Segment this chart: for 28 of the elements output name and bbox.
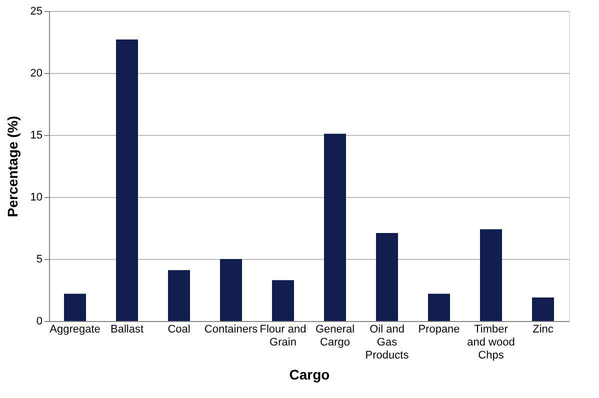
x-tick-label: Containers xyxy=(204,324,258,336)
y-tick-label: 10 xyxy=(30,192,42,204)
x-tick-label: Aggregate xyxy=(50,324,100,336)
bar xyxy=(480,229,502,321)
x-tick-label: Ballast xyxy=(110,324,144,336)
y-tick-label: 25 xyxy=(30,6,42,18)
bar xyxy=(116,40,138,321)
x-tick-label: Flour and Grain xyxy=(260,324,306,348)
y-tick-label: 15 xyxy=(30,130,42,142)
bar xyxy=(168,270,190,321)
bar xyxy=(272,280,294,321)
y-axis-title: Percentage (%) xyxy=(4,116,20,218)
x-tick-label: Zinc xyxy=(532,324,554,336)
bar xyxy=(376,232,398,321)
bar xyxy=(64,294,86,321)
x-tick-label: General Cargo xyxy=(315,324,355,348)
x-axis-title: Cargo xyxy=(289,366,330,382)
bar xyxy=(532,297,554,321)
y-tick-label: 20 xyxy=(30,68,42,80)
y-tick-label: 0 xyxy=(36,316,42,328)
bar xyxy=(220,259,242,321)
bar xyxy=(324,134,346,321)
bar xyxy=(428,294,450,321)
x-tick-label: Timber and wood Chps xyxy=(467,324,515,362)
y-tick-label: 5 xyxy=(36,254,42,266)
x-tick-label: Coal xyxy=(168,324,190,336)
x-tick-label: Propane xyxy=(418,324,460,336)
x-tick-label: Oil and Gas Products xyxy=(365,324,410,362)
